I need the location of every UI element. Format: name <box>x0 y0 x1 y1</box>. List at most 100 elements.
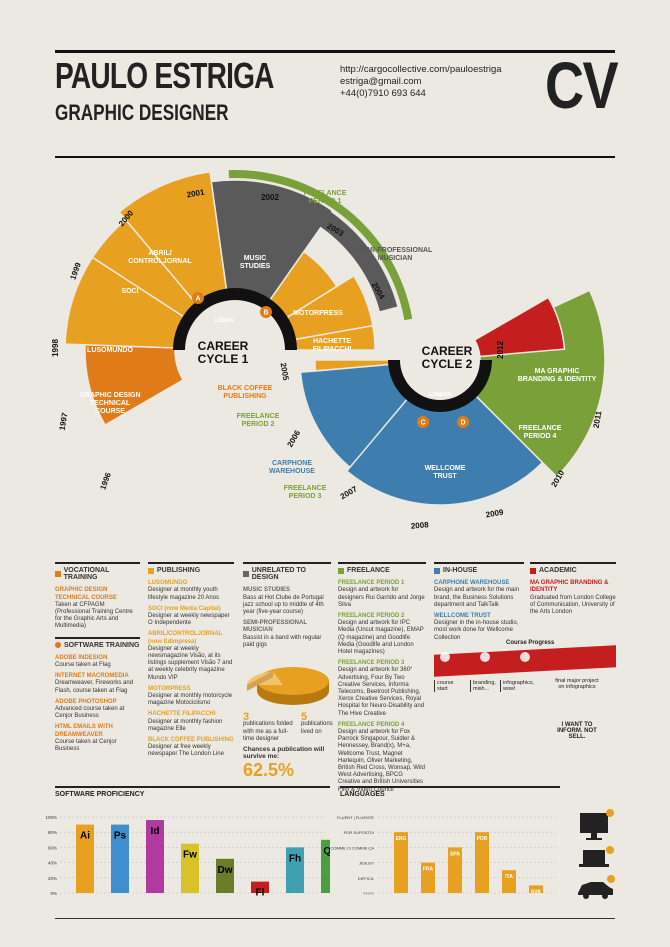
contact-info: http://cargocollective.com/pauloestriga … <box>340 64 502 100</box>
bar-eng <box>394 832 408 893</box>
vocational-heading: VOCATIONAL TRAINING <box>55 562 140 584</box>
bar-label: Ai <box>80 831 90 842</box>
academic-heading: ACADEMIC <box>530 562 616 577</box>
header-bottom-rule <box>55 156 615 158</box>
bar-label: Fh <box>289 853 301 864</box>
car-icon <box>578 875 615 899</box>
contact-url[interactable]: http://cargocollective.com/pauloestriga <box>340 64 502 75</box>
pencil-icon <box>55 571 61 578</box>
languages-chart: FLUENT | FLUENTE POR SUPOSTO! COMME CI COM… <box>330 815 558 896</box>
year-label: 2005 <box>278 362 290 382</box>
year-label: 2012 <box>496 341 505 359</box>
label-freelance-3: FREELANCE PERIOD 3 <box>284 485 327 500</box>
publishing-column: PUBLISHING LUSOMUNDO Designer at monthly … <box>148 562 234 763</box>
bar-label: SPA <box>450 851 460 857</box>
bar-por <box>475 832 489 893</box>
unrelated-heading: UNRELATED TO DESIGN <box>243 562 331 584</box>
label-ma: MA GRAPHIC BRANDING & IDENTITY <box>518 368 597 383</box>
bar-label: Qx <box>323 846 330 857</box>
bar-qx <box>321 839 330 893</box>
bar-fw <box>181 843 199 893</box>
languages-heading: LANGUAGES <box>340 786 560 798</box>
bar-label: Dw <box>218 865 233 876</box>
label-cycle1: CAREER CYCLE 1 <box>198 339 249 366</box>
label-music: MUSIC STUDIES <box>240 255 271 270</box>
contact-phone: +44(0)7910 693 644 <box>340 88 426 99</box>
happy-face-icon <box>520 652 530 662</box>
survival-percent: 62.5% <box>243 760 295 781</box>
bar-dw <box>216 858 234 893</box>
publishing-heading: PUBLISHING <box>148 562 234 577</box>
cycle1-ring <box>173 288 297 350</box>
leaf-icon <box>338 567 344 574</box>
freelance-column: FREELANCE FREELANCE PERIOD 1 Design and a… <box>338 562 426 798</box>
bar-fra <box>421 862 435 893</box>
year-label: 2011 <box>592 410 604 429</box>
freelance-heading: FREELANCE <box>338 562 426 577</box>
label-cycle2: CAREER CYCLE 2 <box>422 344 473 371</box>
neutral-face-icon <box>480 652 490 662</box>
year-label: 2009 <box>485 507 505 519</box>
label-freelance-2: FREELANCE PERIOD 2 <box>237 413 280 428</box>
segment-carphone <box>299 362 422 483</box>
vocational-column: VOCATIONAL TRAINING GRAPHIC DESIGN TECHN… <box>55 562 140 757</box>
name-title: PAULO ESTRIGA <box>55 55 274 96</box>
year-label: 2002 <box>261 193 279 202</box>
tick-label: 0% <box>50 891 57 896</box>
software-chart: 100% 80% 60% 40% 20% 0% Ai Ps Id Fw Dw Fl Fh Qx <box>45 815 330 899</box>
academic-column: ACADEMIC MA GRAPHIC BRANDING & IDENTITY G… <box>530 562 616 620</box>
level-label: JESUS? <box>359 861 375 866</box>
top-rule <box>55 50 615 53</box>
bar-label: Fl <box>256 888 265 899</box>
bar-fh <box>286 847 304 893</box>
label-graphic-design: GRAPHIC DESIGN TECHNICAL COURSE <box>79 392 140 415</box>
level-label: DIFFICIL <box>358 876 375 881</box>
software-training-heading: SOFTWARE TRAINING <box>55 636 140 652</box>
tick-label: 20% <box>48 876 57 881</box>
bar-label: ITA <box>505 874 513 880</box>
bar-ita <box>502 870 516 893</box>
level-label: COMME CI COMME ÇA <box>330 845 374 850</box>
role-title: GRAPHIC DESIGNER <box>55 100 229 125</box>
marker-a <box>192 292 204 304</box>
bar-label: Ps <box>114 831 127 842</box>
bar-label: Fw <box>183 850 197 861</box>
course-progress: Course Progress course start branding, m… <box>434 636 616 766</box>
tick-label: 80% <box>48 830 57 835</box>
label-london: LONDON <box>429 392 451 398</box>
label-abril: ABRIL/CONTROLJORNAL <box>128 250 192 265</box>
bar-label: POR <box>477 836 488 842</box>
bar-label: FRA <box>423 867 434 873</box>
marker-label: B <box>263 310 268 317</box>
laptop-icon <box>579 846 614 867</box>
bar-spa <box>448 847 462 893</box>
contact-email[interactable]: estriga@gmail.com <box>340 76 422 87</box>
course-quote: I WANT TO INFORM. NOT SELL. <box>557 722 597 740</box>
cycle2-ring <box>388 360 492 412</box>
segment-freelance-1 <box>228 170 413 321</box>
tick-label: 100% <box>45 815 57 820</box>
bar-label: Id <box>151 826 160 837</box>
inhouse-column: IN-HOUSE CARPHONE WAREHOUSE Design and ar… <box>434 562 524 646</box>
bar-svk <box>529 885 543 893</box>
bottom-rule <box>55 918 615 919</box>
year-label: 1997 <box>58 411 70 431</box>
level-label: FLUENT | FLUENTE <box>337 815 374 820</box>
year-label: 2001 <box>186 187 206 199</box>
cap-icon <box>530 567 536 574</box>
building-icon <box>434 567 440 574</box>
bar-label: ENG <box>396 836 407 842</box>
label-lisbon: LISBON <box>215 318 234 324</box>
label-lusomundo: LUSOMUNDO <box>87 347 133 354</box>
level-label: ????? <box>363 891 375 896</box>
label-carphone: CARPHONE WAREHOUSE <box>269 460 315 475</box>
segment-semi-pro <box>310 204 398 312</box>
gear-icon <box>55 642 61 649</box>
label-black-coffee: BLACK COFFEE PUBLISHING <box>218 385 273 400</box>
year-label: 1996 <box>98 471 113 491</box>
label-motorpress: MOTORPRESS <box>293 310 343 317</box>
device-icons <box>578 809 615 899</box>
marker-label: D <box>460 420 465 427</box>
marker-c <box>417 416 429 428</box>
career-wheel: GRAPHIC DESIGN TECHNICAL COURSE LUSOMUNDO SO… <box>51 170 606 531</box>
